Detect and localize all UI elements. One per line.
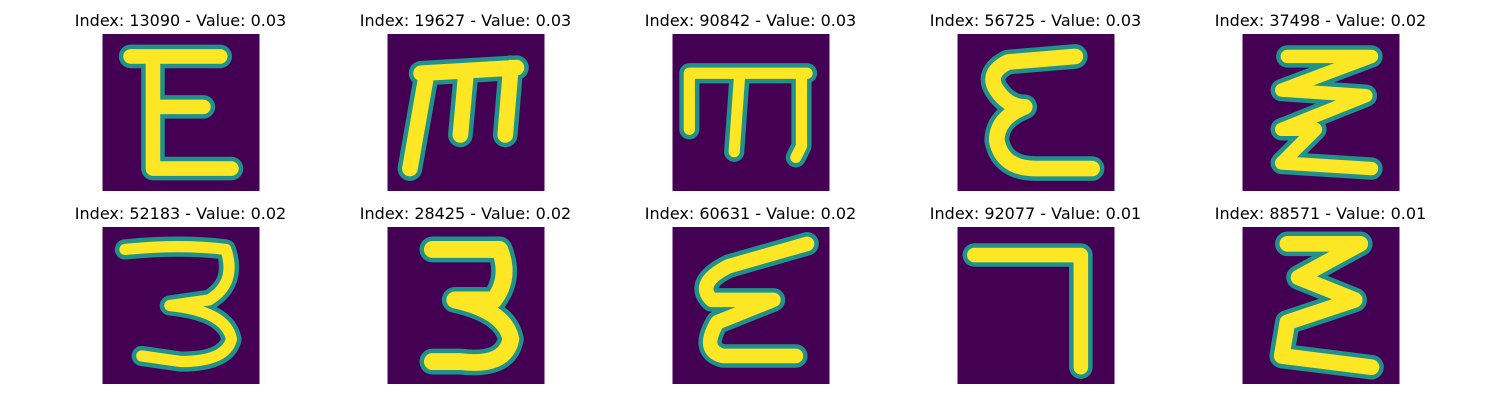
grid-panel: Index: 88571 - Value: 0.01 (1178, 203, 1463, 384)
character-image (102, 34, 260, 191)
panel-title: Index: 37498 - Value: 0.02 (1214, 11, 1427, 30)
panel-title: Index: 52183 - Value: 0.02 (74, 204, 287, 223)
panel-title: Index: 88571 - Value: 0.01 (1214, 204, 1427, 223)
grid-panel: Index: 52183 - Value: 0.02 (38, 203, 323, 384)
grid-panel: Index: 19627 - Value: 0.03 (323, 10, 608, 191)
character-image (102, 227, 260, 384)
character-image (672, 227, 830, 384)
panel-title: Index: 13090 - Value: 0.03 (74, 11, 287, 30)
grid-panel: Index: 60631 - Value: 0.02 (608, 203, 893, 384)
character-image (387, 227, 545, 384)
grid-panel: Index: 13090 - Value: 0.03 (38, 10, 323, 191)
character-image (957, 34, 1115, 191)
character-image (387, 34, 545, 191)
panel-title: Index: 19627 - Value: 0.03 (359, 11, 572, 30)
panel-title: Index: 56725 - Value: 0.03 (929, 11, 1142, 30)
grid-panel: Index: 37498 - Value: 0.02 (1178, 10, 1463, 191)
panel-title: Index: 90842 - Value: 0.03 (644, 11, 857, 30)
grid-panel: Index: 92077 - Value: 0.01 (893, 203, 1178, 384)
grid-panel: Index: 28425 - Value: 0.02 (323, 203, 608, 384)
character-image (1242, 227, 1400, 384)
character-image (672, 34, 830, 191)
panel-title: Index: 92077 - Value: 0.01 (929, 204, 1142, 223)
panel-title: Index: 60631 - Value: 0.02 (644, 204, 857, 223)
panel-title: Index: 28425 - Value: 0.02 (359, 204, 572, 223)
character-image (957, 227, 1115, 384)
grid-panel: Index: 56725 - Value: 0.03 (893, 10, 1178, 191)
grid-panel: Index: 90842 - Value: 0.03 (608, 10, 893, 191)
character-image (1242, 34, 1400, 191)
